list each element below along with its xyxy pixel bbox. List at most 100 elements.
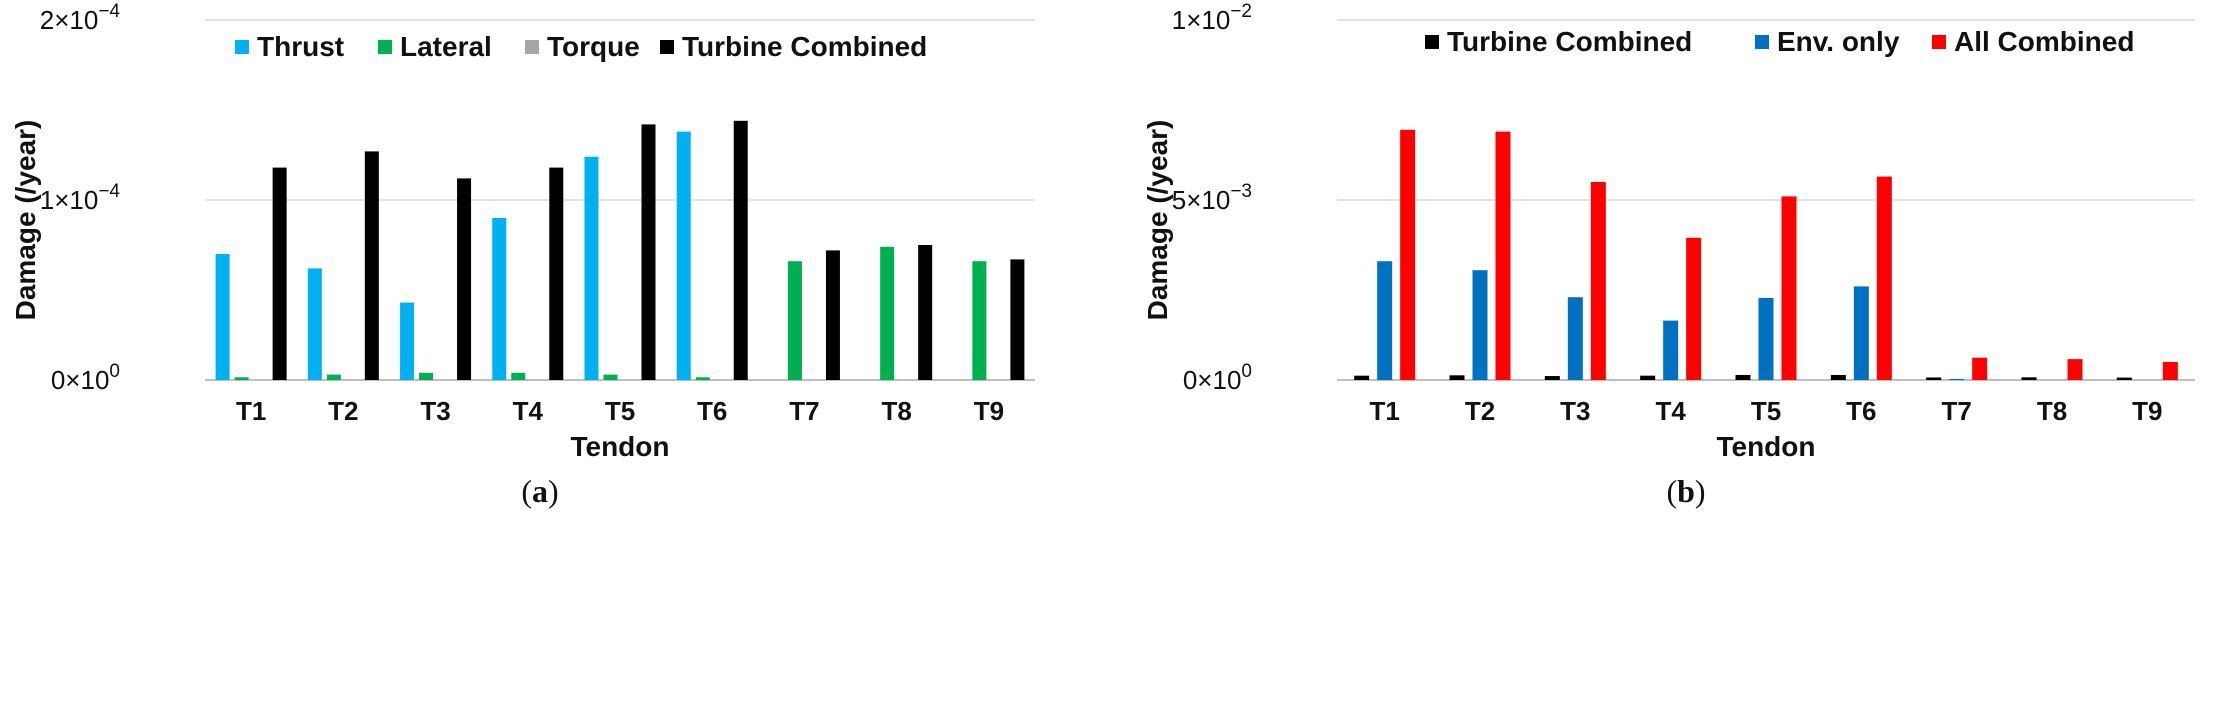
panel-caption: (a): [521, 473, 558, 509]
legend-label: Torque: [547, 31, 640, 62]
x-tick-label: T9: [974, 396, 1004, 426]
bar-t5-turbine-combined: [641, 124, 656, 381]
bar-t2-turbine-combined: [364, 151, 379, 380]
x-tick-label: T6: [697, 396, 727, 426]
x-axis-title: Tendon: [570, 431, 669, 462]
bar-t7-env-only: [1949, 378, 1965, 380]
y-tick-mantissa: 1×10: [1172, 5, 1231, 35]
bar-t6-lateral: [695, 377, 710, 380]
x-tick-label: T4: [1655, 396, 1686, 426]
y-tick-exponent: 0: [1241, 361, 1252, 382]
bar-t5-turbine-combined: [1735, 374, 1751, 380]
legend-label: Turbine Combined: [682, 31, 927, 62]
bar-t5-all-combined: [1781, 196, 1797, 380]
panel-caption-letter: a: [532, 473, 548, 509]
bar-t9-lateral: [972, 261, 987, 380]
legend-swatch: [1932, 35, 1946, 49]
legend-label: All Combined: [1954, 26, 2134, 57]
x-tick-label: T3: [1560, 396, 1590, 426]
bar-t6-turbine-combined: [733, 120, 748, 381]
bar-t4-thrust: [492, 218, 507, 380]
bars: [215, 120, 1025, 381]
bar-t8-all-combined: [2067, 359, 2083, 380]
bar-t9-all-combined: [2162, 362, 2178, 380]
bar-t8-turbine-combined: [2021, 377, 2037, 380]
grid-lines: [205, 19, 1035, 381]
bar-t4-turbine-combined: [549, 167, 564, 380]
legend: Thrust Lateral Torque Turbine Combined: [235, 31, 927, 62]
bar-t3-thrust: [400, 302, 415, 380]
panel-caption-letter: b: [1677, 473, 1695, 509]
x-tick-label: T3: [420, 396, 450, 426]
y-tick-label: 2×10−4: [40, 1, 121, 35]
legend-label: Thrust: [257, 31, 344, 62]
bar-t1-lateral: [234, 377, 249, 380]
x-tick-label: T7: [1941, 396, 1971, 426]
y-tick-exponent: −4: [98, 1, 120, 22]
bar-t3-lateral: [419, 372, 434, 380]
x-tick-label: T5: [1751, 396, 1781, 426]
bar-t2-thrust: [307, 268, 322, 380]
x-tick-label: T2: [1465, 396, 1495, 426]
legend-label: Lateral: [400, 31, 492, 62]
bar-t5-lateral: [603, 374, 618, 380]
y-tick-labels: 0×100 5×10−3 1×10−2: [1172, 1, 1252, 395]
y-axis-title: Damage (/year): [10, 120, 41, 321]
bar-t7-lateral: [787, 261, 802, 380]
bar-t2-turbine-combined: [1449, 375, 1465, 380]
y-tick-mantissa: 2×10: [40, 5, 99, 35]
x-tick-label: T4: [513, 396, 544, 426]
y-tick-exponent: −3: [1230, 181, 1252, 202]
bar-t4-env-only: [1663, 320, 1679, 380]
y-tick-mantissa: 0×10: [1183, 365, 1242, 395]
legend-swatch: [1425, 35, 1439, 49]
bar-t1-thrust: [215, 254, 230, 380]
x-tick-label: T2: [328, 396, 358, 426]
legend-swatch: [660, 40, 674, 54]
bar-t9-turbine-combined: [2116, 377, 2132, 380]
bar-t3-turbine-combined: [1544, 376, 1560, 380]
legend-label: Env. only: [1777, 26, 1900, 57]
bars: [1354, 129, 2178, 380]
y-tick-label: 5×10−3: [1172, 181, 1252, 215]
legend-swatch: [378, 40, 392, 54]
x-tick-label: T8: [2037, 396, 2067, 426]
bar-t5-thrust: [584, 156, 599, 380]
x-tick-label: T9: [2132, 396, 2162, 426]
x-tick-label: T1: [1369, 396, 1399, 426]
bar-t6-env-only: [1853, 286, 1869, 380]
y-tick-mantissa: 1×10: [40, 185, 99, 215]
bar-t7-turbine-combined: [1926, 377, 1942, 380]
bar-t3-all-combined: [1590, 182, 1606, 380]
x-tick-label: T7: [789, 396, 819, 426]
bar-t6-thrust: [676, 131, 691, 380]
y-tick-mantissa: 0×10: [51, 365, 110, 395]
y-tick-exponent: −2: [1230, 1, 1252, 22]
bar-t2-all-combined: [1495, 131, 1511, 380]
bar-t5-env-only: [1758, 297, 1774, 380]
bar-t1-turbine-combined: [272, 167, 287, 380]
x-tick-label: T1: [236, 396, 266, 426]
legend-swatch: [1755, 35, 1769, 49]
y-tick-label: 1×10−4: [40, 181, 121, 215]
bar-t1-env-only: [1377, 261, 1393, 380]
chart-panel-b: 0×100 5×10−3 1×10−2 T1 T2 T3 T4 T5 T6 T7 T8 T9 Tur…: [1142, 1, 2195, 509]
bar-t1-all-combined: [1400, 129, 1416, 380]
x-tick-labels: T1 T2 T3 T4 T5 T6 T7 T8 T9: [1369, 396, 2162, 426]
x-tick-label: T8: [881, 396, 911, 426]
y-tick-exponent: 0: [109, 361, 120, 382]
bar-t9-turbine-combined: [1010, 259, 1025, 380]
x-tick-label: T6: [1846, 396, 1876, 426]
y-tick-exponent: −4: [98, 181, 120, 202]
bar-t2-lateral: [326, 374, 341, 380]
bar-t4-all-combined: [1686, 237, 1702, 380]
y-tick-label: 1×10−2: [1172, 1, 1252, 35]
legend-swatch: [235, 40, 249, 54]
y-tick-label: 0×100: [51, 361, 120, 395]
bar-t1-turbine-combined: [1354, 375, 1370, 380]
x-tick-label: T5: [605, 396, 635, 426]
bar-t3-env-only: [1567, 297, 1583, 380]
